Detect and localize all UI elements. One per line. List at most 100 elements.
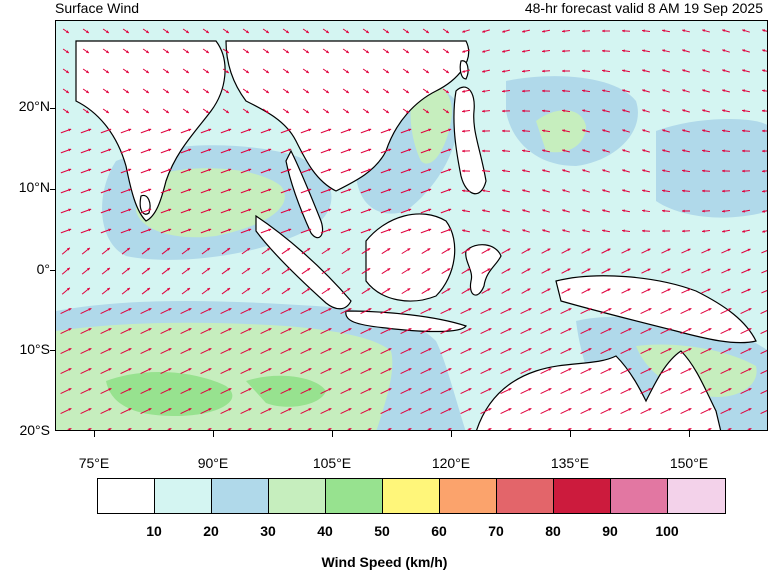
wind-arrow-head bbox=[567, 288, 571, 292]
wind-arrow-head bbox=[328, 228, 332, 232]
colorbar-label: 70 bbox=[488, 523, 504, 539]
wind-arrow-head bbox=[268, 188, 272, 192]
wind-arrow-head bbox=[642, 129, 646, 132]
wind-arrow-head bbox=[248, 408, 252, 411]
wind-arrow-head bbox=[288, 128, 292, 132]
wind-arrow-head bbox=[348, 408, 352, 411]
wind-arrow-head bbox=[462, 30, 466, 33]
wind-arrow-head bbox=[68, 328, 72, 331]
wind-arrow-head bbox=[522, 89, 525, 93]
wind-arrow-head bbox=[728, 408, 732, 411]
wind-arrow-head bbox=[228, 208, 232, 212]
wind-arrow-head bbox=[488, 388, 492, 391]
wind-arrow-head bbox=[247, 288, 251, 291]
wind-arrow-head bbox=[108, 228, 112, 232]
wind-arrow-head bbox=[148, 228, 152, 232]
wind-arrow-head bbox=[288, 228, 292, 232]
wind-arrow-head bbox=[448, 188, 452, 192]
wind-arrow-head bbox=[702, 89, 706, 92]
wind-arrow-head bbox=[225, 70, 229, 73]
lon-label-75e: 75°E bbox=[78, 455, 110, 471]
wind-arrow-head bbox=[68, 368, 72, 371]
wind-arrow-head bbox=[428, 428, 432, 430]
wind-arrow-head bbox=[428, 168, 432, 172]
wind-arrow-head bbox=[268, 388, 272, 391]
wind-arrow-head bbox=[622, 49, 625, 53]
wind-arrow-head bbox=[88, 148, 92, 152]
wind-arrow-head bbox=[208, 128, 212, 132]
wind-arrow-head bbox=[728, 428, 732, 430]
wind-arrow-head bbox=[308, 168, 312, 172]
wind-arrow-head bbox=[65, 70, 69, 73]
wind-arrow-head bbox=[205, 50, 209, 53]
wind-arrow-head bbox=[762, 149, 765, 153]
wind-arrow-head bbox=[468, 368, 472, 371]
wind-arrow-head bbox=[385, 50, 389, 53]
wind-arrow-head bbox=[602, 169, 606, 172]
map-title: Surface Wind bbox=[55, 0, 140, 16]
wind-arrow-head bbox=[722, 109, 725, 113]
wind-arrow-head bbox=[628, 308, 632, 311]
wind-arrow-head bbox=[328, 128, 332, 132]
wind-arrow-head bbox=[468, 328, 472, 331]
wind-zone-south-china-sea-core bbox=[410, 83, 452, 164]
wind-arrow-head bbox=[68, 388, 72, 391]
land-indochina bbox=[225, 40, 470, 192]
wind-arrow-head bbox=[522, 209, 526, 212]
wind-arrow-head bbox=[488, 428, 492, 430]
wind-arrow-head bbox=[348, 148, 352, 152]
wind-arrow-head bbox=[227, 288, 231, 291]
wind-arrow-head bbox=[462, 229, 465, 233]
wind-arrow-head bbox=[148, 328, 152, 331]
wind-arrow-head bbox=[85, 70, 89, 73]
wind-arrow-head bbox=[622, 109, 626, 113]
colorbar-label: 20 bbox=[203, 523, 219, 539]
land-australia bbox=[476, 350, 722, 430]
wind-arrow-head bbox=[68, 148, 72, 152]
wind-arrow-head bbox=[407, 268, 411, 271]
wind-arrow-head bbox=[628, 408, 632, 411]
wind-arrow-head bbox=[727, 288, 731, 292]
wind-arrow-head bbox=[548, 408, 552, 411]
wind-arrow-head bbox=[502, 109, 505, 113]
wind-arrow-head bbox=[68, 428, 72, 430]
wind-arrow-head bbox=[582, 189, 586, 192]
wind-arrow-head bbox=[448, 368, 452, 371]
wind-arrow-head bbox=[365, 110, 369, 113]
wind-arrow-head bbox=[688, 408, 692, 411]
wind-arrow-head bbox=[348, 228, 352, 232]
wind-arrow-head bbox=[742, 189, 745, 193]
wind-arrow-head bbox=[225, 30, 229, 33]
wind-arrow-head bbox=[468, 308, 472, 311]
wind-arrow-head bbox=[682, 209, 685, 213]
wind-arrow-head bbox=[462, 209, 465, 213]
wind-arrow-head bbox=[368, 388, 372, 391]
colorbar-label: 80 bbox=[545, 523, 561, 539]
wind-arrow-head bbox=[522, 189, 526, 193]
wind-arrow-head bbox=[187, 267, 190, 271]
wind-arrow-head bbox=[447, 288, 451, 292]
colorbar-swatch bbox=[326, 479, 383, 513]
wind-arrow-head bbox=[165, 30, 169, 33]
wind-arrow-head bbox=[108, 368, 112, 371]
wind-arrow-head bbox=[507, 268, 511, 272]
wind-arrow-head bbox=[148, 408, 152, 411]
wind-arrow-head bbox=[582, 149, 586, 152]
wind-zone-southern-ocean-strong bbox=[56, 322, 393, 430]
wind-arrow-head bbox=[88, 308, 92, 311]
wind-arrow-head bbox=[462, 189, 465, 193]
wind-arrow-head bbox=[228, 428, 232, 430]
wind-arrow-head bbox=[308, 328, 312, 331]
wind-arrow-head bbox=[328, 148, 332, 152]
wind-arrow-head bbox=[648, 348, 652, 351]
wind-arrow-head bbox=[308, 188, 312, 192]
wind-arrow-head bbox=[367, 288, 371, 291]
wind-arrow-head bbox=[408, 208, 412, 212]
wind-arrow-head bbox=[427, 268, 431, 272]
wind-arrow-head bbox=[647, 268, 651, 272]
wind-arrow-head bbox=[285, 70, 289, 73]
wind-arrow-head bbox=[682, 169, 685, 173]
wind-arrow-head bbox=[188, 188, 192, 192]
wind-arrow-head bbox=[328, 168, 332, 172]
wind-arrow-head bbox=[602, 189, 606, 193]
